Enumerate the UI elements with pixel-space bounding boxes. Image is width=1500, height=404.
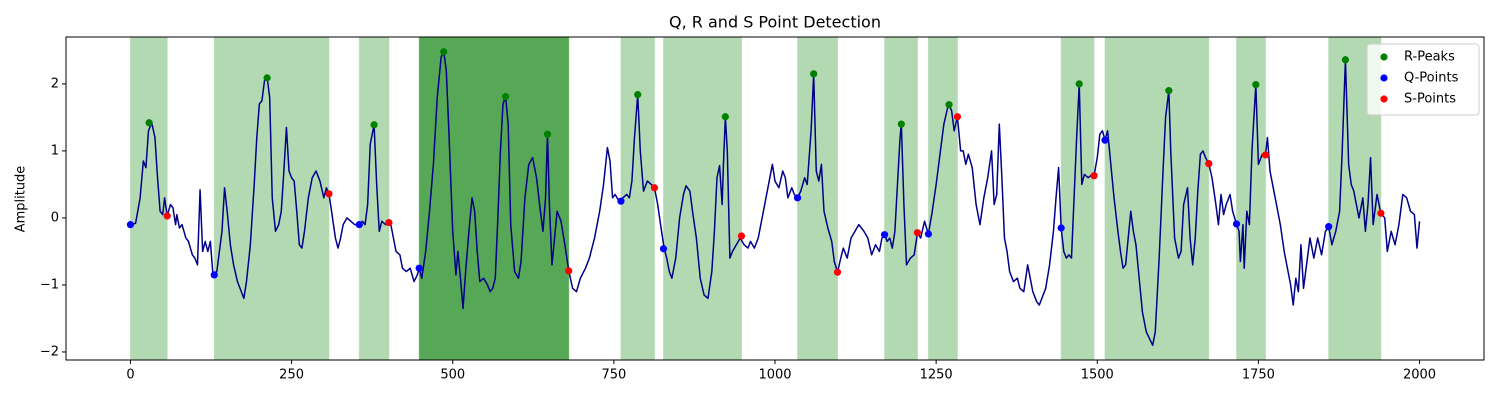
legend-label: Q-Points — [1404, 71, 1459, 86]
x-tick-label: 1750 — [1242, 368, 1275, 383]
point — [793, 194, 802, 202]
point — [1205, 160, 1213, 168]
x-tick-label: 750 — [601, 368, 626, 383]
point — [1101, 136, 1109, 144]
signal-line — [130, 50, 1421, 347]
plot-area — [126, 37, 1421, 360]
y-tick-label: 1 — [51, 143, 59, 158]
point — [1261, 151, 1270, 159]
point — [810, 70, 818, 78]
span — [129, 37, 168, 360]
y-tick-label: −2 — [40, 344, 59, 359]
point — [1341, 56, 1350, 64]
point — [565, 267, 573, 275]
point — [163, 212, 171, 220]
point — [721, 113, 729, 121]
point — [1325, 223, 1333, 231]
legend-marker — [1380, 53, 1388, 61]
x-tick-label: 1000 — [758, 368, 791, 383]
point — [913, 229, 922, 237]
x-tick-label: 0 — [126, 368, 134, 383]
point — [1057, 224, 1065, 232]
chart-title: Q, R and S Point Detection — [669, 13, 881, 32]
point — [325, 190, 333, 198]
y-axis-label: Amplitude — [14, 166, 29, 233]
y-tick-label: 0 — [51, 210, 59, 225]
x-tick-label: 500 — [440, 368, 465, 383]
point — [1252, 80, 1260, 89]
span — [620, 37, 655, 360]
point — [1165, 87, 1173, 95]
point — [880, 231, 889, 239]
point — [1075, 80, 1083, 88]
span — [662, 37, 742, 360]
point — [263, 74, 271, 82]
point — [659, 245, 668, 253]
point — [737, 232, 746, 240]
point — [385, 219, 393, 227]
point — [617, 197, 625, 205]
point — [650, 184, 659, 192]
y-tick-label: −1 — [40, 277, 59, 292]
point — [1232, 220, 1241, 228]
point — [126, 221, 135, 229]
y-tick-label: 2 — [51, 76, 59, 91]
point — [415, 264, 423, 272]
point — [543, 130, 552, 138]
point — [897, 120, 905, 128]
legend-marker — [1380, 74, 1388, 82]
x-tick-label: 1250 — [920, 368, 953, 383]
legend-box — [1366, 43, 1480, 116]
legend-label: S-Points — [1404, 92, 1456, 107]
point — [634, 91, 642, 99]
span — [1060, 37, 1095, 360]
point — [833, 268, 842, 276]
span — [927, 37, 958, 360]
point — [953, 113, 962, 121]
span — [358, 37, 390, 360]
x-tick-label: 2000 — [1403, 368, 1436, 383]
x-tick-label: 250 — [279, 368, 304, 383]
point — [210, 271, 218, 279]
point — [501, 93, 510, 101]
x-tick-label: 1500 — [1081, 368, 1114, 383]
legend: R-Peaks Q-Points S-Points — [1366, 43, 1480, 116]
span — [418, 37, 570, 360]
point — [1090, 172, 1098, 180]
point — [370, 121, 378, 129]
span — [884, 37, 918, 360]
point — [1377, 209, 1385, 217]
legend-label: R-Peaks — [1404, 50, 1455, 65]
span — [797, 37, 839, 360]
legend-marker — [1380, 95, 1388, 103]
point — [355, 221, 363, 229]
point — [145, 119, 153, 127]
point — [440, 48, 448, 56]
point — [945, 101, 953, 109]
point — [924, 230, 933, 238]
